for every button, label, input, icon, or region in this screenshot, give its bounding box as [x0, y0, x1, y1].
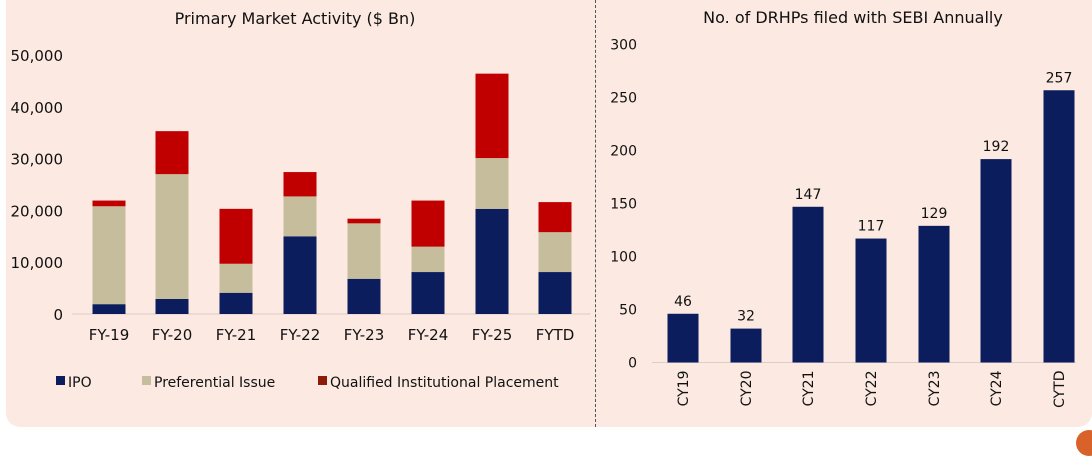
- bar: [792, 206, 824, 363]
- x-tick-label: FY-24: [408, 326, 449, 344]
- bar-qualified-institutional-placement: [219, 208, 253, 264]
- data-label: 147: [795, 187, 822, 203]
- x-tick-label: FY-22: [280, 326, 321, 344]
- legend-label: Qualified Institutional Placement: [330, 375, 559, 391]
- legend-label: Preferential Issue: [154, 375, 275, 391]
- y-tick-label: 20,000: [11, 202, 64, 220]
- bar-preferential-issue: [219, 263, 253, 293]
- y-tick-label: 40,000: [11, 99, 64, 117]
- x-tick-label: CY23: [927, 371, 943, 407]
- bar-qualified-institutional-placement: [475, 73, 509, 159]
- x-tick-label: CY21: [801, 371, 817, 407]
- x-tick-label: CY24: [989, 370, 1005, 406]
- y-tick-label: 10,000: [11, 254, 64, 272]
- bar-preferential-issue: [475, 158, 509, 209]
- bar-ipo: [411, 272, 445, 314]
- x-tick-label: CY19: [676, 371, 692, 407]
- bar: [980, 159, 1012, 363]
- legend-swatch: [142, 376, 151, 385]
- decorative-circle: [1076, 430, 1092, 456]
- bar-ipo: [219, 292, 253, 314]
- x-tick-label: FYTD: [536, 326, 575, 344]
- bar: [730, 328, 762, 363]
- bar: [855, 238, 887, 363]
- bar: [667, 313, 699, 363]
- y-tick-label: 150: [610, 197, 637, 213]
- y-tick-label: 0: [628, 356, 637, 372]
- data-label: 46: [674, 294, 692, 310]
- bar-ipo: [92, 304, 126, 314]
- bar-ipo: [283, 236, 317, 314]
- legend-swatch: [56, 376, 65, 385]
- data-label: 192: [983, 139, 1010, 155]
- bar-preferential-issue: [411, 246, 445, 273]
- x-tick-label: FY-20: [152, 326, 193, 344]
- bar-qualified-institutional-placement: [92, 200, 126, 207]
- bar-preferential-issue: [347, 223, 381, 279]
- drhp-chart: No. of DRHPs filed with SEBI Annually 0 50…: [610, 8, 1076, 408]
- bar-qualified-institutional-placement: [347, 218, 381, 224]
- chart-title: No. of DRHPs filed with SEBI Annually: [703, 8, 1003, 27]
- x-tick-label: FY-21: [216, 326, 257, 344]
- primary-market-chart: Primary Market Activity ($ Bn) 0 10,000 20,…: [11, 9, 590, 391]
- legend-swatch: [318, 376, 327, 385]
- y-tick-label: 50: [619, 303, 637, 319]
- bar-ipo: [155, 298, 189, 314]
- x-tick-label: FY-25: [472, 326, 513, 344]
- x-tick-label: FY-19: [89, 326, 130, 344]
- x-tick-label: CY22: [864, 371, 880, 407]
- bar-preferential-issue: [283, 196, 317, 237]
- bar-preferential-issue: [538, 232, 572, 273]
- data-label: 257: [1046, 70, 1073, 86]
- bar-qualified-institutional-placement: [283, 172, 317, 197]
- data-label: 117: [858, 219, 885, 235]
- data-label: 32: [737, 309, 755, 325]
- y-tick-label: 30,000: [11, 151, 64, 169]
- x-tick-label: CYTD: [1052, 371, 1068, 408]
- bar-qualified-institutional-placement: [538, 202, 572, 233]
- bar: [1043, 90, 1075, 363]
- bar-ipo: [475, 208, 509, 314]
- y-tick-label: 300: [610, 38, 637, 54]
- y-tick-label: 250: [610, 91, 637, 107]
- data-label: 129: [921, 206, 948, 222]
- x-tick-label: FY-23: [344, 326, 385, 344]
- bar-ipo: [538, 272, 572, 314]
- y-tick-label: 50,000: [11, 47, 64, 65]
- bar-ipo: [347, 278, 381, 314]
- divider: [595, 0, 596, 427]
- y-tick-label: 0: [53, 306, 63, 324]
- bar-qualified-institutional-placement: [155, 131, 189, 175]
- y-tick-label: 200: [610, 144, 637, 160]
- bar-preferential-issue: [92, 206, 126, 305]
- y-tick-label: 100: [610, 250, 637, 266]
- bar-qualified-institutional-placement: [411, 200, 445, 247]
- bar: [918, 225, 950, 363]
- bar-preferential-issue: [155, 174, 189, 299]
- legend-label: IPO: [68, 375, 92, 391]
- x-tick-label: CY20: [739, 371, 755, 407]
- chart-title: Primary Market Activity ($ Bn): [175, 9, 416, 28]
